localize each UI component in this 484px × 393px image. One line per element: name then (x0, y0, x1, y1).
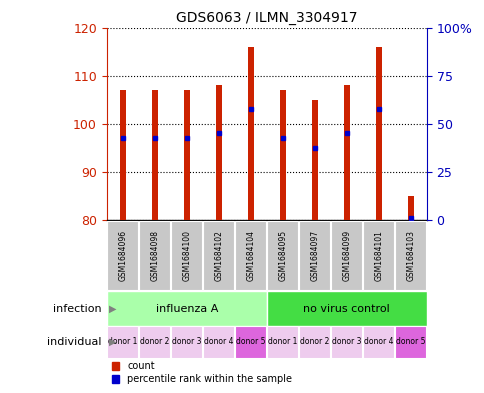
Bar (235, 221, 266, 290)
Text: ▶: ▶ (109, 337, 116, 347)
Bar (267, 221, 298, 290)
Bar (311, 100, 317, 220)
Bar (343, 85, 349, 220)
Text: donor 2: donor 2 (140, 338, 169, 346)
Bar (247, 47, 253, 220)
Bar (203, 221, 234, 290)
Bar (299, 326, 330, 358)
Bar (235, 326, 266, 358)
Bar (375, 47, 381, 220)
Text: GSM1684098: GSM1684098 (150, 230, 159, 281)
Text: influenza A: influenza A (155, 303, 217, 314)
Bar (279, 90, 285, 220)
Bar (151, 90, 157, 220)
Bar (407, 196, 413, 220)
Bar (331, 326, 362, 358)
Bar (363, 326, 393, 358)
Bar (107, 221, 138, 290)
Bar (299, 221, 330, 290)
Bar (107, 326, 138, 358)
Text: donor 4: donor 4 (363, 338, 393, 346)
Text: GSM1684097: GSM1684097 (310, 230, 318, 281)
Bar (215, 85, 221, 220)
Bar (139, 326, 170, 358)
Text: GSM1684100: GSM1684100 (182, 230, 191, 281)
Text: donor 5: donor 5 (395, 338, 424, 346)
Bar (171, 221, 202, 290)
Bar (363, 221, 393, 290)
Text: individual: individual (47, 337, 102, 347)
Bar (139, 221, 170, 290)
Bar (120, 90, 125, 220)
Bar (203, 326, 234, 358)
Text: donor 1: donor 1 (268, 338, 297, 346)
Bar (267, 326, 298, 358)
Text: donor 2: donor 2 (300, 338, 329, 346)
Text: GSM1684102: GSM1684102 (214, 230, 223, 281)
Text: donor 5: donor 5 (236, 338, 265, 346)
Bar (266, 291, 426, 326)
Text: GSM1684096: GSM1684096 (118, 230, 127, 281)
Text: GSM1684104: GSM1684104 (246, 230, 255, 281)
Text: ▶: ▶ (109, 303, 116, 314)
Bar (331, 221, 362, 290)
Text: donor 4: donor 4 (204, 338, 233, 346)
Text: GSM1684095: GSM1684095 (278, 230, 287, 281)
Title: GDS6063 / ILMN_3304917: GDS6063 / ILMN_3304917 (176, 11, 357, 25)
Text: GSM1684101: GSM1684101 (374, 230, 382, 281)
Text: donor 3: donor 3 (332, 338, 361, 346)
Bar (183, 90, 189, 220)
Text: donor 1: donor 1 (108, 338, 137, 346)
Bar (106, 291, 266, 326)
Text: GSM1684099: GSM1684099 (342, 230, 350, 281)
Text: GSM1684103: GSM1684103 (406, 230, 414, 281)
Text: infection: infection (53, 303, 102, 314)
Bar (394, 221, 425, 290)
Bar (171, 326, 202, 358)
Text: donor 3: donor 3 (172, 338, 201, 346)
Bar (394, 326, 425, 358)
Legend: count, percentile rank within the sample: count, percentile rank within the sample (111, 361, 291, 384)
Text: no virus control: no virus control (303, 303, 389, 314)
